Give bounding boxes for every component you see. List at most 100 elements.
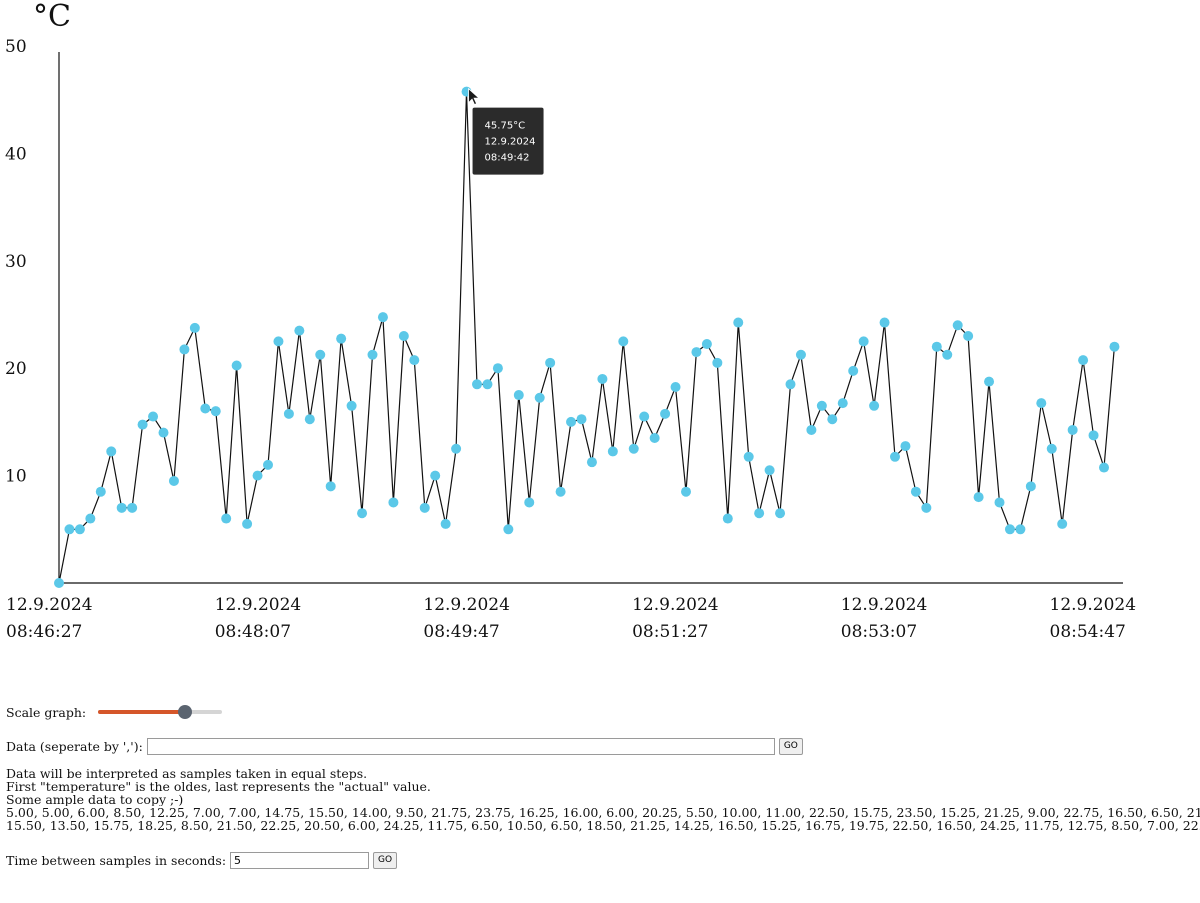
data-point (482, 379, 493, 390)
y-tick-label: 40 (5, 144, 27, 164)
x-tick-date: 12.9.2024 (423, 595, 510, 615)
data-point (106, 446, 117, 457)
data-point (691, 347, 702, 358)
data-point (210, 406, 221, 417)
series-line (58, 91, 1115, 584)
x-tick-date: 12.9.2024 (1050, 595, 1137, 615)
time-input[interactable] (230, 852, 370, 869)
data-point (722, 513, 733, 524)
series-points-group (54, 86, 1120, 588)
data-point (775, 508, 786, 519)
data-point (576, 414, 587, 425)
data-point (984, 376, 995, 387)
data-point (1025, 481, 1036, 492)
data-point (116, 502, 127, 513)
data-point (388, 497, 399, 508)
data-point (409, 355, 420, 366)
data-point (492, 363, 503, 374)
data-go-button[interactable]: GO (778, 738, 803, 755)
data-point (1109, 341, 1120, 352)
data-point (357, 508, 368, 519)
data-point (806, 424, 817, 435)
scale-label: Scale graph: (6, 704, 87, 720)
data-point (848, 365, 859, 376)
data-point (618, 336, 629, 347)
data-point (95, 486, 106, 497)
sample-data-line: 5.00, 5.00, 6.00, 8.50, 12.25, 7.00, 7.0… (6, 806, 1200, 819)
data-point (879, 317, 890, 328)
data-point (931, 341, 942, 352)
y-tick-label: 10 (5, 467, 27, 487)
info-line: First "temperature" is the oldes, last r… (6, 780, 431, 793)
time-label: Time between samples in seconds: (6, 853, 227, 868)
data-point (816, 400, 827, 411)
data-point (158, 427, 169, 438)
data-point (743, 451, 754, 462)
x-tick-labels: 12.9.2024 08:46:27 12.9.2024 08:48:07 12.9.2… (6, 595, 1136, 642)
data-point (189, 322, 200, 333)
data-point (921, 502, 932, 513)
info-text: Data will be interpreted as samples take… (6, 767, 1200, 832)
scale-slider[interactable] (98, 704, 223, 720)
y-tick-label: 50 (5, 37, 27, 57)
data-point (472, 379, 482, 390)
data-point (597, 373, 608, 384)
x-tick-time: 08:51:27 (632, 622, 708, 642)
data-point (252, 470, 263, 481)
data-point (1099, 462, 1109, 473)
info-line: Data will be interpreted as samples take… (6, 767, 368, 780)
data-point (858, 336, 869, 347)
x-tick-time: 08:54:47 (1050, 622, 1126, 642)
data-point (419, 502, 430, 513)
data-point (681, 486, 691, 497)
data-point (952, 320, 963, 331)
data-point (367, 349, 378, 360)
x-tick-date: 12.9.2024 (215, 595, 302, 615)
scale-row: Scale graph: (6, 704, 223, 720)
data-point (231, 360, 242, 371)
data-point (200, 403, 211, 414)
data-input[interactable] (146, 738, 775, 755)
data-point (639, 411, 650, 422)
x-tick-time: 08:53:07 (841, 622, 917, 642)
data-point (137, 419, 148, 430)
data-point (900, 441, 911, 452)
data-point (273, 336, 284, 347)
data-point (607, 446, 618, 457)
slider-thumb[interactable] (177, 705, 192, 719)
data-point (263, 459, 273, 470)
slider-fill (98, 710, 185, 714)
data-point (325, 481, 336, 492)
x-tick-date: 12.9.2024 (632, 595, 719, 615)
data-point (1046, 443, 1057, 454)
data-point (764, 465, 775, 476)
data-point (398, 330, 409, 341)
data-point (336, 333, 347, 344)
time-go-button[interactable]: GO (373, 852, 398, 869)
data-point (304, 414, 315, 425)
data-point (534, 392, 545, 403)
data-point (127, 502, 138, 513)
data-point (994, 497, 1005, 508)
data-point (148, 411, 159, 422)
x-tick-time: 08:49:47 (423, 622, 499, 642)
data-point (869, 400, 880, 411)
data-label: Data (seperate by ','): (6, 739, 143, 754)
data-point (64, 524, 75, 535)
y-unit-label: °C (33, 0, 71, 34)
tooltip-box (472, 107, 544, 175)
x-tick-time: 08:46:27 (6, 622, 82, 642)
data-point (168, 475, 179, 486)
data-point (346, 400, 357, 411)
data-point (440, 518, 451, 529)
data-point (837, 398, 848, 409)
data-point (242, 518, 253, 529)
data-point (660, 408, 671, 419)
data-point (451, 443, 462, 454)
data-point (430, 470, 441, 481)
data-point (963, 330, 974, 341)
data-point (283, 408, 294, 419)
sample-data-line: 15.50, 13.50, 15.75, 18.25, 8.50, 21.50,… (6, 819, 1200, 832)
data-point (754, 508, 765, 519)
data-point (670, 381, 681, 392)
